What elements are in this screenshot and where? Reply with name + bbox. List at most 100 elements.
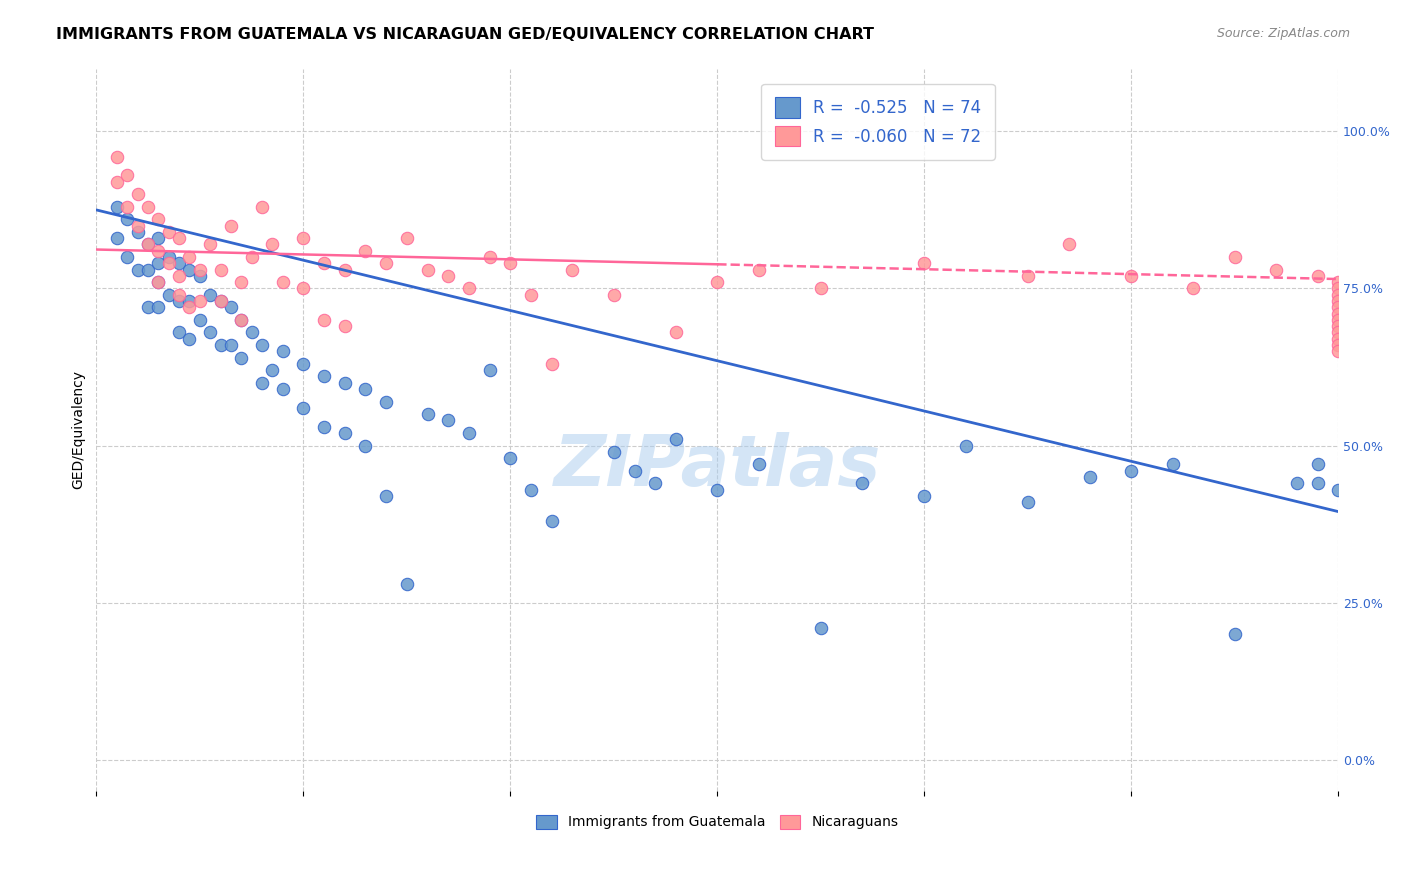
Point [354,439,377,453]
Point [1223,627,1246,641]
Point [136,262,159,277]
Point [1306,476,1329,491]
Point [333,376,356,390]
Point [851,476,873,491]
Point [167,287,190,301]
Point [148,275,170,289]
Point [167,268,190,283]
Point [1306,268,1329,283]
Point [292,231,315,245]
Point [912,489,935,503]
Point [1327,483,1350,497]
Point [1182,281,1205,295]
Point [1017,268,1039,283]
Point [157,287,180,301]
Point [354,244,377,258]
Point [458,281,481,295]
Point [271,275,294,289]
Point [603,287,626,301]
Point [136,200,159,214]
Point [117,200,139,214]
Point [603,445,626,459]
Point [262,237,284,252]
Point [148,256,170,270]
Point [231,351,253,365]
Point [706,483,728,497]
Point [810,281,832,295]
Point [1121,464,1143,478]
Point [395,231,418,245]
Point [209,338,232,352]
Point [375,489,398,503]
Point [157,225,180,239]
Point [1265,262,1288,277]
Point [478,250,501,264]
Point [312,256,335,270]
Point [1327,326,1350,340]
Point [127,225,149,239]
Point [127,262,149,277]
Text: ZIPatlas: ZIPatlas [554,432,882,500]
Point [271,382,294,396]
Point [250,376,273,390]
Point [416,407,439,421]
Point [312,369,335,384]
Point [1306,458,1329,472]
Point [416,262,439,277]
Point [219,219,242,233]
Point [520,483,543,497]
Point [250,200,273,214]
Point [478,363,501,377]
Point [1327,332,1350,346]
Point [157,250,180,264]
Point [1161,458,1184,472]
Point [179,294,201,309]
Point [437,268,460,283]
Point [292,357,315,371]
Point [240,326,263,340]
Point [1327,307,1350,321]
Point [912,256,935,270]
Point [1327,281,1350,295]
Point [250,338,273,352]
Point [540,357,562,371]
Point [188,294,211,309]
Point [271,344,294,359]
Point [127,187,149,202]
Point [209,294,232,309]
Point [810,621,832,635]
Point [105,175,128,189]
Point [292,401,315,415]
Point [148,275,170,289]
Point [188,313,211,327]
Point [375,394,398,409]
Point [188,268,211,283]
Point [1057,237,1080,252]
Point [1285,476,1308,491]
Point [167,231,190,245]
Point [117,212,139,227]
Point [623,464,645,478]
Point [520,287,543,301]
Point [167,294,190,309]
Point [231,313,253,327]
Point [219,301,242,315]
Point [1327,301,1350,315]
Point [105,200,128,214]
Point [1327,287,1350,301]
Point [127,219,149,233]
Point [179,250,201,264]
Point [231,313,253,327]
Point [1327,313,1350,327]
Point [136,237,159,252]
Point [540,514,562,528]
Point [148,244,170,258]
Y-axis label: GED/Equivalency: GED/Equivalency [72,370,86,490]
Point [1327,275,1350,289]
Point [198,326,221,340]
Point [748,262,770,277]
Point [437,413,460,427]
Point [117,250,139,264]
Point [262,363,284,377]
Point [117,169,139,183]
